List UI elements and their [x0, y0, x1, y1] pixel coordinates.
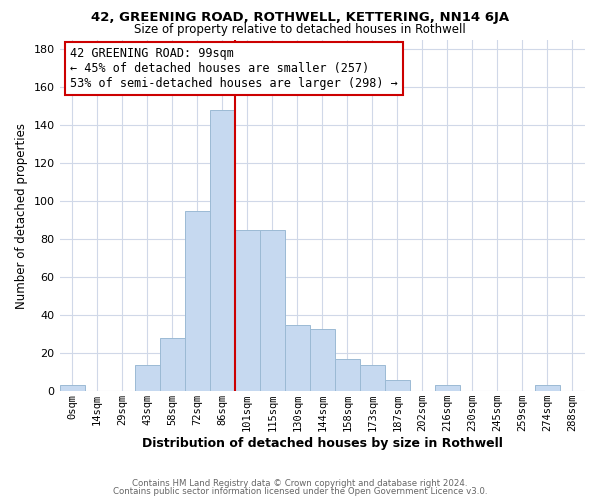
Text: 42 GREENING ROAD: 99sqm
← 45% of detached houses are smaller (257)
53% of semi-d: 42 GREENING ROAD: 99sqm ← 45% of detache…: [70, 47, 398, 90]
Bar: [59, 386, 85, 391]
Text: Contains HM Land Registry data © Crown copyright and database right 2024.: Contains HM Land Registry data © Crown c…: [132, 478, 468, 488]
Text: Size of property relative to detached houses in Rothwell: Size of property relative to detached ho…: [134, 22, 466, 36]
Text: Contains public sector information licensed under the Open Government Licence v3: Contains public sector information licen…: [113, 487, 487, 496]
Text: 42, GREENING ROAD, ROTHWELL, KETTERING, NN14 6JA: 42, GREENING ROAD, ROTHWELL, KETTERING, …: [91, 12, 509, 24]
Bar: [310, 328, 335, 391]
Bar: [260, 230, 285, 391]
Y-axis label: Number of detached properties: Number of detached properties: [15, 122, 28, 308]
Bar: [535, 386, 560, 391]
Bar: [385, 380, 410, 391]
X-axis label: Distribution of detached houses by size in Rothwell: Distribution of detached houses by size …: [142, 437, 503, 450]
Bar: [285, 324, 310, 391]
Bar: [160, 338, 185, 391]
Bar: [335, 359, 360, 391]
Bar: [360, 364, 385, 391]
Bar: [435, 386, 460, 391]
Bar: [235, 230, 260, 391]
Bar: [209, 110, 235, 391]
Bar: [134, 364, 160, 391]
Bar: [185, 211, 209, 391]
